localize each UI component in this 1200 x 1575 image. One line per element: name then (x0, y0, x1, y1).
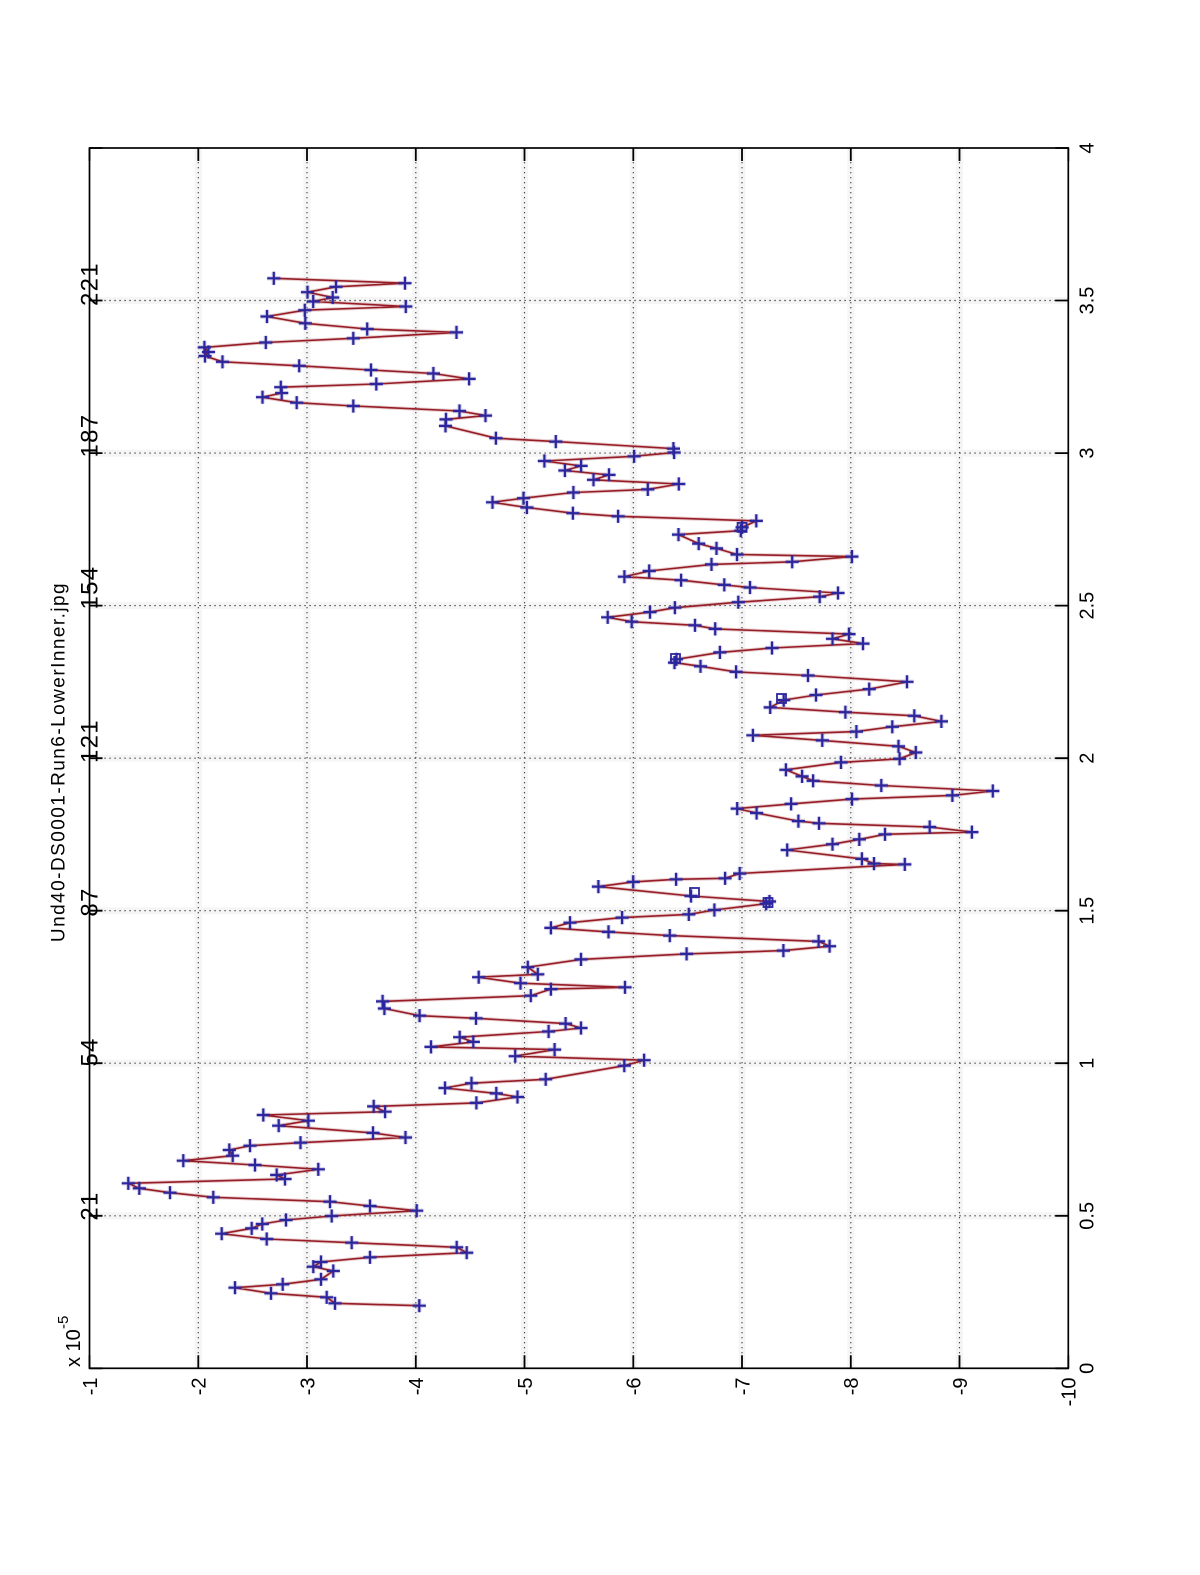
svg-text:0.5: 0.5 (1077, 1202, 1099, 1230)
svg-text:87: 87 (77, 887, 104, 916)
svg-text:-10: -10 (1059, 1378, 1081, 1407)
svg-text:2: 2 (1077, 753, 1099, 764)
svg-text:-6: -6 (624, 1378, 646, 1396)
svg-text:121: 121 (77, 719, 104, 763)
svg-text:4: 4 (1077, 142, 1099, 153)
svg-text:2.5: 2.5 (1077, 592, 1099, 620)
svg-text:187: 187 (77, 414, 104, 458)
svg-text:-2: -2 (189, 1378, 211, 1396)
svg-text:-5: -5 (515, 1378, 537, 1396)
svg-text:-8: -8 (841, 1378, 863, 1396)
svg-text:3.5: 3.5 (1077, 287, 1099, 315)
svg-text:-5: -5 (55, 1316, 72, 1329)
svg-text:154: 154 (77, 566, 104, 610)
svg-text:-3: -3 (297, 1378, 319, 1396)
svg-text:Und40-DS0001-Run6-LowerInner.j: Und40-DS0001-Run6-LowerInner.jpg (49, 582, 70, 942)
svg-text:x 10: x 10 (63, 1329, 85, 1367)
svg-text:0: 0 (1077, 1363, 1099, 1374)
svg-text:3: 3 (1077, 448, 1099, 459)
svg-text:-9: -9 (950, 1378, 972, 1396)
svg-text:1: 1 (1077, 1058, 1099, 1069)
svg-text:1.5: 1.5 (1077, 897, 1099, 925)
svg-text:-4: -4 (406, 1378, 428, 1396)
svg-text:221: 221 (77, 262, 104, 306)
svg-text:21: 21 (77, 1191, 104, 1220)
svg-text:-1: -1 (80, 1378, 102, 1396)
svg-text:-7: -7 (732, 1378, 754, 1396)
svg-text:54: 54 (77, 1037, 104, 1066)
